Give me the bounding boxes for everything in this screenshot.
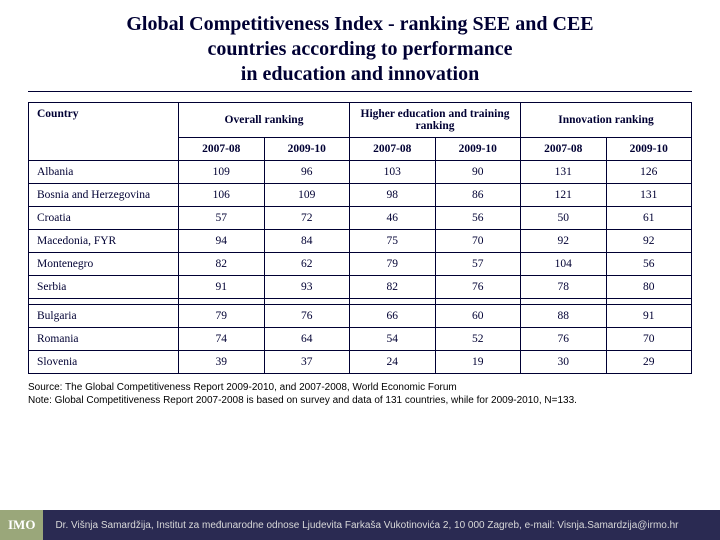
cell-value: 56 xyxy=(435,207,521,230)
cell-value: 64 xyxy=(264,328,350,351)
footer-logo: IMO xyxy=(0,510,43,540)
col-group-innovation: Innovation ranking xyxy=(521,103,692,138)
title-rule xyxy=(28,91,692,92)
cell-value: 61 xyxy=(606,207,692,230)
cell-value: 52 xyxy=(435,328,521,351)
cell-value: 66 xyxy=(350,305,436,328)
table-header-row-1: Country Overall ranking Higher education… xyxy=(29,103,692,138)
cell-value: 56 xyxy=(606,253,692,276)
cell-value: 37 xyxy=(264,351,350,374)
cell-value: 70 xyxy=(435,230,521,253)
cell-country: Bulgaria xyxy=(29,305,179,328)
page-title: Global Competitiveness Index - ranking S… xyxy=(28,12,692,87)
footer-text: Dr. Višnja Samardžija, Institut za međun… xyxy=(43,510,720,540)
cell-value: 84 xyxy=(264,230,350,253)
cell-country: Montenegro xyxy=(29,253,179,276)
title-line-3: in education and innovation xyxy=(241,63,479,85)
cell-value: 79 xyxy=(350,253,436,276)
cell-value: 78 xyxy=(521,276,607,299)
table-row: Slovenia393724193029 xyxy=(29,351,692,374)
cell-value: 96 xyxy=(264,161,350,184)
cell-value: 24 xyxy=(350,351,436,374)
cell-value: 82 xyxy=(179,253,265,276)
cell-value: 90 xyxy=(435,161,521,184)
col-year: 2009-10 xyxy=(606,138,692,161)
col-group-higher-ed: Higher education and training ranking xyxy=(350,103,521,138)
cell-value: 131 xyxy=(521,161,607,184)
cell-country: Croatia xyxy=(29,207,179,230)
cell-value: 19 xyxy=(435,351,521,374)
cell-value: 103 xyxy=(350,161,436,184)
cell-value: 39 xyxy=(179,351,265,374)
cell-value: 60 xyxy=(435,305,521,328)
cell-country: Slovenia xyxy=(29,351,179,374)
table-body: Albania1099610390131126Bosnia and Herzeg… xyxy=(29,161,692,374)
col-year: 2007-08 xyxy=(521,138,607,161)
cell-value: 74 xyxy=(179,328,265,351)
cell-value: 76 xyxy=(264,305,350,328)
cell-value: 109 xyxy=(179,161,265,184)
cell-value: 76 xyxy=(521,328,607,351)
col-country: Country xyxy=(29,103,179,161)
cell-value: 79 xyxy=(179,305,265,328)
title-line-1: Global Competitiveness Index - ranking S… xyxy=(126,13,593,35)
cell-country: Serbia xyxy=(29,276,179,299)
cell-value: 131 xyxy=(606,184,692,207)
cell-country: Macedonia, FYR xyxy=(29,230,179,253)
cell-value: 94 xyxy=(179,230,265,253)
cell-value: 29 xyxy=(606,351,692,374)
source-line-1: Source: The Global Competitiveness Repor… xyxy=(28,382,457,393)
cell-value: 62 xyxy=(264,253,350,276)
cell-value: 30 xyxy=(521,351,607,374)
table-row: Montenegro8262795710456 xyxy=(29,253,692,276)
col-year: 2007-08 xyxy=(350,138,436,161)
cell-value: 126 xyxy=(606,161,692,184)
cell-value: 91 xyxy=(179,276,265,299)
col-year: 2009-10 xyxy=(435,138,521,161)
cell-value: 82 xyxy=(350,276,436,299)
cell-value: 93 xyxy=(264,276,350,299)
source-note: Source: The Global Competitiveness Repor… xyxy=(28,382,692,407)
source-line-2: Note: Global Competitiveness Report 2007… xyxy=(28,395,577,406)
table-row: Albania1099610390131126 xyxy=(29,161,692,184)
cell-value: 91 xyxy=(606,305,692,328)
cell-value: 75 xyxy=(350,230,436,253)
col-year: 2007-08 xyxy=(179,138,265,161)
cell-value: 88 xyxy=(521,305,607,328)
cell-value: 57 xyxy=(435,253,521,276)
cell-value: 50 xyxy=(521,207,607,230)
cell-country: Bosnia and Herzegovina xyxy=(29,184,179,207)
table-row: Bulgaria797666608891 xyxy=(29,305,692,328)
footer: IMO Dr. Višnja Samardžija, Institut za m… xyxy=(0,510,720,540)
cell-country: Romania xyxy=(29,328,179,351)
cell-value: 76 xyxy=(435,276,521,299)
cell-value: 86 xyxy=(435,184,521,207)
table-row: Bosnia and Herzegovina1061099886121131 xyxy=(29,184,692,207)
cell-value: 57 xyxy=(179,207,265,230)
cell-value: 54 xyxy=(350,328,436,351)
cell-value: 104 xyxy=(521,253,607,276)
cell-value: 121 xyxy=(521,184,607,207)
cell-country: Albania xyxy=(29,161,179,184)
cell-value: 98 xyxy=(350,184,436,207)
table-row: Macedonia, FYR948475709292 xyxy=(29,230,692,253)
cell-value: 72 xyxy=(264,207,350,230)
cell-value: 70 xyxy=(606,328,692,351)
cell-value: 92 xyxy=(521,230,607,253)
cell-value: 106 xyxy=(179,184,265,207)
cell-value: 80 xyxy=(606,276,692,299)
competitiveness-table: Country Overall ranking Higher education… xyxy=(28,102,692,374)
cell-value: 92 xyxy=(606,230,692,253)
table-row: Romania746454527670 xyxy=(29,328,692,351)
table-row: Serbia919382767880 xyxy=(29,276,692,299)
cell-value: 109 xyxy=(264,184,350,207)
col-year: 2009-10 xyxy=(264,138,350,161)
cell-value: 46 xyxy=(350,207,436,230)
title-line-2: countries according to performance xyxy=(208,38,513,60)
table-row: Croatia577246565061 xyxy=(29,207,692,230)
col-group-overall: Overall ranking xyxy=(179,103,350,138)
